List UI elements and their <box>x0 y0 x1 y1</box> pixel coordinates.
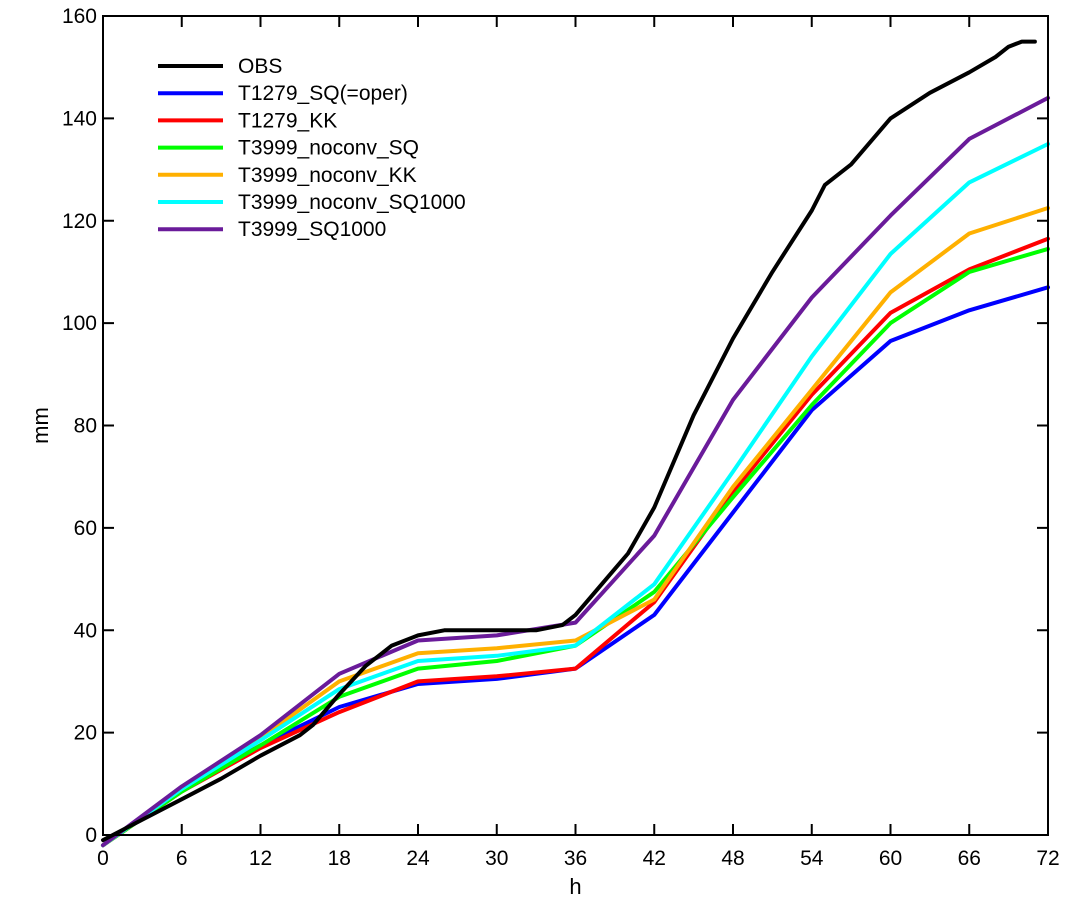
x-axis-title: h <box>569 874 581 899</box>
legend-label: T3999_noconv_SQ <box>238 137 419 160</box>
y-tick-label: 40 <box>74 619 97 642</box>
x-tick-label: 60 <box>879 847 902 870</box>
y-tick-label: 120 <box>62 210 97 233</box>
x-tick-label: 48 <box>721 847 744 870</box>
series-line-t1279-kk <box>101 236 1050 848</box>
y-tick-label: 160 <box>62 5 97 28</box>
x-tick-label: 12 <box>249 847 272 870</box>
series-line-t3999-noconv-sq1000 <box>101 142 1050 848</box>
plot-area-frame <box>102 15 1049 836</box>
y-tick-label: 20 <box>74 722 97 745</box>
y-tick-label: 0 <box>85 824 97 847</box>
legend-label: OBS <box>238 55 282 78</box>
legend-label: T3999_noconv_KK <box>238 164 417 187</box>
x-tick-label: 66 <box>958 847 981 870</box>
series-line-t3999-noconv-kk <box>101 206 1050 848</box>
x-tick-label: 0 <box>97 847 109 870</box>
y-tick-label: 80 <box>74 415 97 438</box>
y-axis-title: mm <box>28 407 53 444</box>
series-line-t3999-sq1000 <box>101 95 1050 848</box>
x-tick-label: 36 <box>564 847 587 870</box>
series-line-t3999-noconv-sq <box>101 246 1050 848</box>
legend: OBS T1279_SQ(=oper) T1279_KK T3999_noconv_S… <box>158 55 466 241</box>
legend-label: T3999_noconv_SQ1000 <box>238 191 466 214</box>
legend-label: T1279_KK <box>238 109 337 132</box>
x-tick-label: 24 <box>406 847 430 870</box>
series-line-t1279-sq-oper <box>101 285 1050 848</box>
x-tick-label: 6 <box>176 847 188 870</box>
x-tick-label: 30 <box>485 847 508 870</box>
legend-label: T1279_SQ(=oper) <box>238 82 408 105</box>
y-tick-label: 140 <box>62 107 97 130</box>
x-tick-label: 54 <box>800 847 824 870</box>
series-line-obs <box>101 39 1037 843</box>
series-lines <box>101 39 1050 848</box>
x-tick-label: 42 <box>643 847 666 870</box>
tick-labels: 0 6 12 18 24 30 36 42 48 54 60 66 72 0 20 40 60 80 100 120 1… <box>62 5 1060 870</box>
y-tick-label: 100 <box>62 312 97 335</box>
x-tick-label: 72 <box>1036 847 1059 870</box>
x-tick-label: 18 <box>328 847 351 870</box>
legend-label: T3999_SQ1000 <box>238 218 386 241</box>
y-tick-label: 60 <box>74 517 97 540</box>
